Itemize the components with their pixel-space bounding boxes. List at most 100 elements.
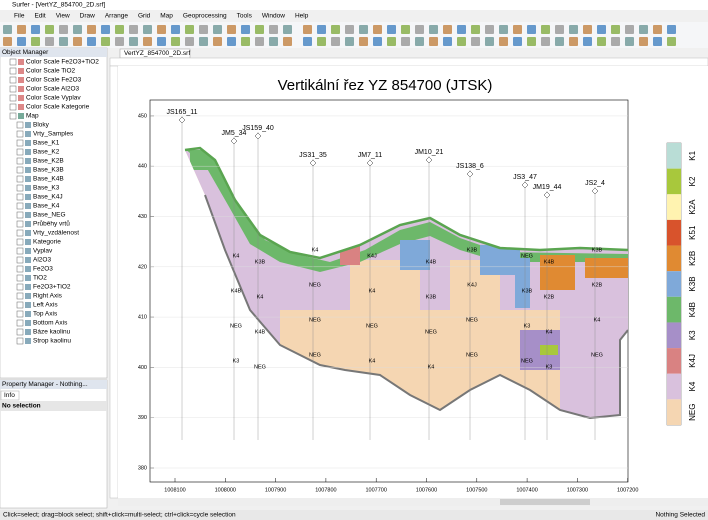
tool-button[interactable]: [639, 25, 648, 34]
tool-button[interactable]: [457, 37, 466, 46]
tool-button[interactable]: [303, 37, 312, 46]
checkbox[interactable]: [16, 184, 24, 192]
menu-item[interactable]: Geoprocessing: [183, 13, 227, 20]
tool-button[interactable]: [429, 37, 438, 46]
tool-button[interactable]: [359, 37, 368, 46]
tree-item[interactable]: Map: [26, 113, 39, 120]
tree-item[interactable]: Base_NEG: [33, 212, 66, 219]
tool-button[interactable]: [499, 25, 508, 34]
tool-button[interactable]: [45, 25, 54, 34]
checkbox[interactable]: [16, 247, 24, 255]
tool-button[interactable]: [429, 25, 438, 34]
tool-button[interactable]: [73, 37, 82, 46]
tool-button[interactable]: [129, 37, 138, 46]
tree-item[interactable]: TiO2: [33, 275, 47, 282]
tool-button[interactable]: [401, 37, 410, 46]
tree-item[interactable]: Fe2O3: [33, 266, 53, 273]
tree-item[interactable]: Base_K3: [33, 185, 60, 192]
tree-item[interactable]: Base_K4J: [33, 194, 63, 201]
checkbox[interactable]: [16, 175, 24, 183]
tool-button[interactable]: [541, 25, 550, 34]
tool-button[interactable]: [597, 25, 606, 34]
menu-item[interactable]: Edit: [34, 13, 45, 20]
tool-button[interactable]: [101, 25, 110, 34]
tool-button[interactable]: [115, 25, 124, 34]
tool-button[interactable]: [597, 37, 606, 46]
scroll-thumb[interactable]: [500, 499, 590, 505]
scrollbar[interactable]: [118, 498, 708, 506]
tree-item[interactable]: Color Scale Fe2O3+TiO2: [26, 59, 99, 66]
tool-button[interactable]: [471, 25, 480, 34]
tool-button[interactable]: [485, 37, 494, 46]
tool-button[interactable]: [213, 25, 222, 34]
tree-item[interactable]: Kategorie: [33, 239, 61, 246]
tool-button[interactable]: [17, 25, 26, 34]
checkbox[interactable]: [9, 76, 17, 84]
tool-button[interactable]: [227, 25, 236, 34]
tool-button[interactable]: [443, 25, 452, 34]
tool-button[interactable]: [667, 37, 676, 46]
tool-button[interactable]: [59, 25, 68, 34]
checkbox[interactable]: [9, 112, 17, 120]
tool-button[interactable]: [45, 37, 54, 46]
tool-button[interactable]: [87, 37, 96, 46]
tool-button[interactable]: [471, 37, 480, 46]
tool-button[interactable]: [667, 25, 676, 34]
tool-button[interactable]: [317, 37, 326, 46]
tree-item[interactable]: Vyplav: [33, 248, 53, 255]
tool-button[interactable]: [199, 25, 208, 34]
checkbox[interactable]: [16, 319, 24, 327]
tool-button[interactable]: [213, 37, 222, 46]
info-tab[interactable]: [0, 390, 20, 401]
tool-button[interactable]: [129, 25, 138, 34]
tool-button[interactable]: [255, 25, 264, 34]
tree-item[interactable]: Base_K1: [33, 140, 60, 147]
tool-button[interactable]: [653, 37, 662, 46]
tool-button[interactable]: [227, 37, 236, 46]
checkbox[interactable]: [16, 220, 24, 228]
menu-item[interactable]: Map: [160, 13, 173, 20]
checkbox[interactable]: [16, 148, 24, 156]
checkbox[interactable]: [9, 103, 17, 111]
checkbox[interactable]: [16, 256, 24, 264]
tool-button[interactable]: [73, 25, 82, 34]
tool-button[interactable]: [639, 37, 648, 46]
checkbox[interactable]: [16, 157, 24, 165]
tool-button[interactable]: [345, 37, 354, 46]
checkbox[interactable]: [16, 301, 24, 309]
tool-button[interactable]: [513, 25, 522, 34]
tool-button[interactable]: [199, 37, 208, 46]
tool-button[interactable]: [485, 25, 494, 34]
tool-button[interactable]: [31, 25, 40, 34]
checkbox[interactable]: [16, 121, 24, 129]
tool-button[interactable]: [569, 37, 578, 46]
checkbox[interactable]: [16, 130, 24, 138]
tool-button[interactable]: [373, 25, 382, 34]
tree-item[interactable]: Color Scale Kategorie: [26, 104, 90, 111]
tool-button[interactable]: [115, 37, 124, 46]
tool-button[interactable]: [283, 25, 292, 34]
menu-item[interactable]: Window: [262, 13, 285, 20]
tool-button[interactable]: [157, 37, 166, 46]
checkbox[interactable]: [9, 94, 17, 102]
tool-button[interactable]: [583, 37, 592, 46]
menu-item[interactable]: Draw: [80, 13, 95, 20]
tool-button[interactable]: [401, 25, 410, 34]
tool-button[interactable]: [611, 37, 620, 46]
tool-button[interactable]: [527, 37, 536, 46]
tree-item[interactable]: Color Scale Al2O3: [26, 86, 79, 93]
tree-item[interactable]: Base_K4B: [33, 176, 64, 183]
tool-button[interactable]: [373, 37, 382, 46]
tool-button[interactable]: [59, 37, 68, 46]
checkbox[interactable]: [16, 265, 24, 273]
tool-button[interactable]: [3, 25, 12, 34]
tree-item[interactable]: Right Axis: [33, 293, 63, 300]
tool-button[interactable]: [143, 37, 152, 46]
tool-button[interactable]: [625, 37, 634, 46]
tool-button[interactable]: [415, 37, 424, 46]
menu-item[interactable]: View: [56, 13, 70, 20]
tool-button[interactable]: [157, 25, 166, 34]
tool-button[interactable]: [255, 37, 264, 46]
tool-button[interactable]: [185, 25, 194, 34]
tree-item[interactable]: Base_K2: [33, 149, 60, 156]
